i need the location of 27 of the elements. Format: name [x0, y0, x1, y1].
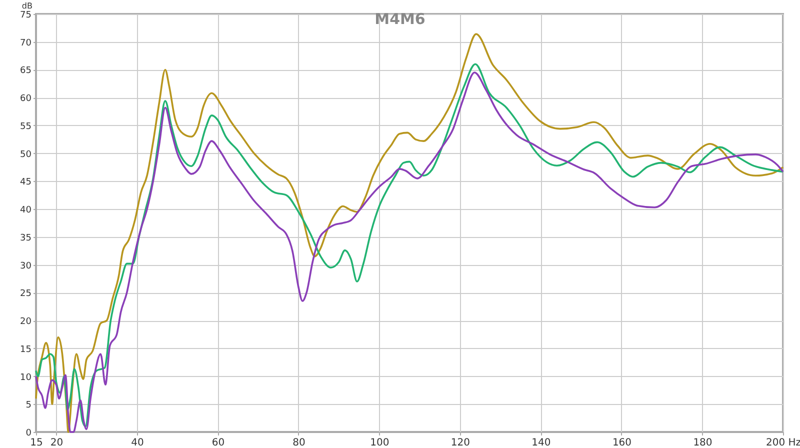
y-tick-label: 0	[26, 428, 32, 438]
x-tick-label: 160	[612, 438, 632, 448]
y-axis-title: dB	[22, 2, 32, 10]
y-tick-label: 55	[20, 122, 32, 132]
y-tick-label: 15	[20, 344, 32, 355]
chart-title: M4M6	[374, 10, 426, 28]
x-tick-label: 100	[370, 438, 390, 448]
y-tick-label: 35	[20, 233, 32, 244]
y-tick-label: 60	[20, 94, 32, 104]
y-tick-label: 70	[20, 38, 32, 48]
y-tick-label: 50	[20, 150, 32, 160]
x-tick-label: 180	[693, 438, 712, 448]
y-tick-label: 5	[26, 400, 32, 411]
x-tick-label: 40	[131, 438, 144, 448]
x-tick-label: 20	[50, 438, 64, 448]
y-tick-label: 10	[20, 372, 32, 383]
x-tick-label: 80	[292, 438, 306, 448]
y-tick-label: 25	[20, 289, 32, 300]
y-tick-label: 40	[20, 206, 32, 216]
y-tick-label: 30	[20, 261, 32, 272]
y-tick-label: 20	[20, 317, 32, 328]
y-tick-label: 45	[20, 178, 32, 188]
y-tick-label: 65	[20, 66, 32, 76]
x-tick-label: 60	[212, 438, 225, 448]
x-tick-label: 120	[450, 438, 470, 448]
y-tick-label: 75	[20, 10, 32, 20]
x-tick-label: 140	[532, 438, 551, 448]
